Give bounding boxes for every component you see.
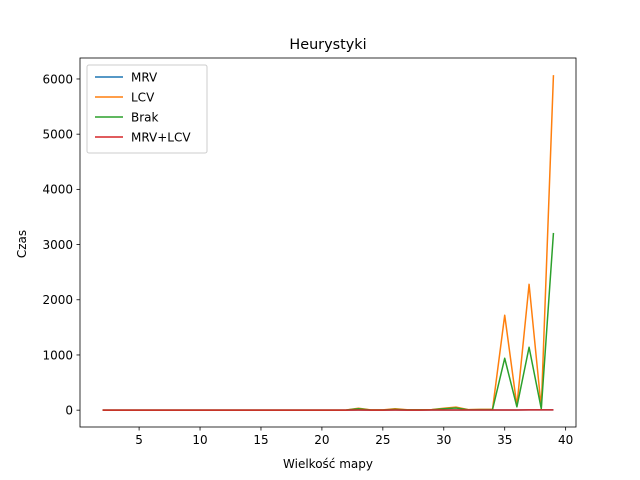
legend-box	[86, 64, 208, 154]
y-tick-label: 6000	[42, 72, 73, 86]
x-tick-label: 15	[253, 433, 268, 447]
x-tick-label: 40	[558, 433, 573, 447]
y-tick-label: 2000	[42, 293, 73, 307]
legend-label: LCV	[131, 91, 155, 105]
y-axis-label: Czas	[15, 230, 29, 258]
x-tick-label: 30	[436, 433, 451, 447]
x-tick-label: 10	[192, 433, 207, 447]
y-tick-label: 0	[65, 403, 73, 417]
x-axis: 5 10 15 20 25 30 35 40	[135, 427, 573, 447]
axes-frame	[79, 57, 577, 428]
legend: MRV LCV Brak MRV+LCV	[86, 64, 208, 154]
y-tick-label: 4000	[42, 183, 73, 197]
chart-title: Heurystyki	[289, 37, 366, 53]
legend-label: Brak	[131, 111, 159, 125]
x-tick-label: 35	[497, 433, 512, 447]
y-axis: 0 1000 2000 3000 4000 5000 6000	[42, 72, 80, 417]
x-tick-label: 20	[314, 433, 329, 447]
y-tick-label: 1000	[42, 348, 73, 362]
x-axis-label: Wielkość mapy	[283, 457, 373, 471]
x-tick-label: 5	[135, 433, 143, 447]
y-tick-label: 3000	[42, 238, 73, 252]
legend-label: MRV	[131, 71, 158, 85]
y-tick-label: 5000	[42, 127, 73, 141]
legend-label: MRV+LCV	[131, 131, 191, 145]
x-tick-label: 25	[375, 433, 390, 447]
plot-area	[79, 57, 577, 428]
